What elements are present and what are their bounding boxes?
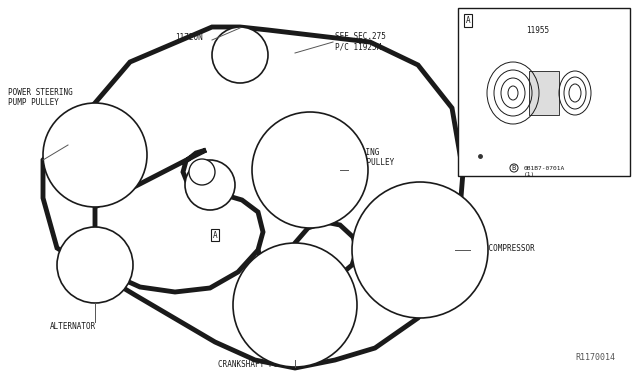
Circle shape [43, 103, 147, 207]
Circle shape [352, 182, 488, 318]
Bar [529, 71, 559, 115]
Text: CRANKSHAFT PULLEY: CRANKSHAFT PULLEY [218, 360, 296, 369]
Text: COOLING
FAN PULLEY: COOLING FAN PULLEY [348, 148, 394, 167]
Text: POWER STEERING
PUMP PULLEY: POWER STEERING PUMP PULLEY [8, 88, 73, 108]
Text: A: A [466, 16, 470, 25]
Circle shape [189, 159, 215, 185]
Circle shape [233, 243, 357, 367]
Circle shape [57, 227, 133, 303]
Text: A/C COMPRESSOR: A/C COMPRESSOR [470, 244, 535, 253]
Text: SEE SEC.275
P/C 11925M: SEE SEC.275 P/C 11925M [335, 32, 386, 51]
Text: R1170014: R1170014 [575, 353, 615, 362]
Text: 11720N: 11720N [175, 33, 203, 42]
Text: 0B1B7-0701A
(1): 0B1B7-0701A (1) [524, 166, 565, 177]
Circle shape [212, 27, 268, 83]
Text: 11955: 11955 [526, 26, 549, 35]
Text: A: A [212, 231, 218, 240]
Circle shape [252, 112, 368, 228]
Bar [458, 8, 630, 176]
Text: ALTERNATOR: ALTERNATOR [50, 322, 96, 331]
Circle shape [185, 160, 235, 210]
Text: B: B [512, 165, 516, 171]
